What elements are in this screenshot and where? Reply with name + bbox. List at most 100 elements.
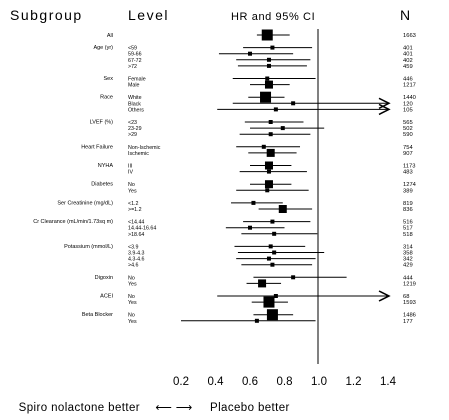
x-tick-label: 0.2	[173, 376, 189, 388]
row-n: 401	[403, 52, 413, 58]
hr-box	[254, 318, 259, 323]
footer-left-label: Spiro nolactone better	[19, 402, 140, 414]
row-n: 429	[403, 263, 413, 269]
row-n: 516	[403, 220, 413, 226]
row-level: Yes	[128, 300, 137, 306]
group-name: Diabetes	[91, 182, 113, 188]
row-nyha-2: IV 483	[128, 169, 413, 176]
row-heart-failure-1: Non-Ischemic 754	[128, 144, 413, 151]
row-n: 819	[403, 201, 413, 207]
hr-box	[272, 231, 277, 236]
hr-box	[270, 45, 275, 50]
hr-box	[268, 132, 273, 137]
group-diabetes: Diabetes No 1274 Yes 389	[91, 180, 417, 194]
x-tick-label: 1.2	[346, 376, 362, 388]
hr-box	[260, 91, 272, 103]
row-potassium-mmol-l-3: 4.3-4.6 342	[128, 256, 413, 263]
row-sex-2: Male 1217	[128, 80, 416, 89]
hr-box	[266, 148, 275, 157]
hr-box	[265, 188, 270, 193]
group-name: ACEI	[100, 294, 113, 300]
hr-box	[280, 126, 285, 131]
row-n: 517	[403, 226, 413, 232]
row-cr-clearance-ml-min-1-73sq-m-2: 14.44-16.64 517	[128, 225, 413, 232]
row-level: 67-72	[128, 58, 142, 64]
group-name: Cr Clearance (mL/min/1.73sq m)	[33, 219, 113, 225]
group-name: LVEF (%)	[90, 120, 114, 126]
row-n: 1173	[403, 164, 415, 170]
footer-right-label: Placebo better	[210, 402, 290, 414]
row-level: 14.44-16.64	[128, 226, 156, 232]
group-nyha: NYHA III 1173 IV 483	[98, 161, 415, 176]
row-acei-2: Yes 1593	[128, 296, 416, 308]
group-name: NYHA	[98, 163, 114, 169]
row-age-yr-1: <59 401	[128, 45, 413, 52]
group-name: Beta Blocker	[82, 312, 113, 318]
hr-box	[273, 294, 278, 298]
group-heart-failure: Heart Failure Non-Ischemic 754 Ischemic 907	[81, 144, 413, 157]
hr-box	[258, 279, 267, 288]
row-n: 358	[403, 251, 413, 257]
hr-box	[264, 180, 273, 189]
hr-box	[266, 169, 271, 174]
row-all-1: 1663	[256, 29, 416, 41]
row-level: Male	[128, 83, 140, 89]
group-acei: ACEI No 68 Yes 1593	[100, 290, 416, 308]
row-level: <3.9	[128, 244, 139, 250]
row-level: <23	[128, 120, 137, 126]
hr-box	[291, 275, 296, 280]
row-n: 401	[403, 46, 413, 52]
row-n: 518	[403, 232, 413, 238]
row-digoxin-2: Yes 1219	[128, 279, 416, 288]
row-level: No	[128, 182, 135, 188]
row-level: Ischemic	[128, 151, 149, 157]
row-n: 483	[403, 170, 413, 176]
n-header: N	[400, 7, 412, 23]
hr-box	[291, 101, 296, 106]
group-name: Ser Creatinine (mg/dL)	[57, 200, 113, 206]
hr-box	[270, 219, 275, 224]
group-lvef: LVEF (%) <23 565 23-29 502 >29 590	[90, 120, 413, 139]
row-n: 402	[403, 58, 413, 64]
hr-box	[266, 57, 271, 62]
row-race-1: White 1440	[128, 91, 416, 103]
row-n: 446	[403, 77, 413, 83]
group-age-yr: Age (yr) <59 401 59-66 401 67-72 402 >72 459	[93, 45, 412, 70]
row-diabetes-1: No 1274	[128, 180, 417, 189]
row-n: 177	[403, 319, 413, 325]
x-axis-ticks: 0.2 0.4 0.6 0.8 1.0 1.2 1.4	[173, 376, 397, 388]
row-n: 1219	[403, 281, 416, 287]
row-acei-1: No 68	[128, 290, 409, 302]
row-level: IV	[128, 170, 133, 176]
row-level: No	[128, 275, 135, 281]
hr-box	[261, 144, 266, 149]
row-age-yr-4: >72 459	[128, 63, 413, 70]
row-level: Yes	[128, 319, 137, 325]
row-n: 120	[403, 101, 413, 107]
row-n: 68	[403, 294, 409, 300]
row-n: 444	[403, 275, 413, 281]
hr-box	[278, 205, 287, 213]
hr-box	[248, 51, 252, 56]
row-sex-1: Female 446	[128, 76, 413, 83]
row-diabetes-2: Yes 389	[128, 188, 413, 194]
row-level: <1.2	[128, 201, 139, 207]
row-level: No	[128, 294, 135, 300]
row-level: No	[128, 313, 135, 319]
group-name: All	[107, 33, 113, 39]
row-level: Black	[128, 101, 141, 107]
group-name: Digoxin	[95, 275, 113, 281]
x-tick-label: 0.6	[242, 376, 258, 388]
footer-arrows: ⟵ ⟶	[155, 402, 192, 414]
row-nyha-1: III 1173	[128, 161, 415, 170]
row-beta-blocker-1: No 1486	[128, 309, 416, 321]
row-n: 314	[403, 244, 413, 250]
hr-box	[268, 244, 273, 249]
x-tick-label: 0.8	[277, 376, 293, 388]
row-n: 1440	[403, 95, 416, 101]
subgroup-header: Subgroup	[10, 7, 83, 23]
row-n: 1486	[403, 313, 416, 319]
hr-box	[270, 262, 275, 267]
row-potassium-mmol-l-4: >4.6 429	[128, 262, 413, 269]
